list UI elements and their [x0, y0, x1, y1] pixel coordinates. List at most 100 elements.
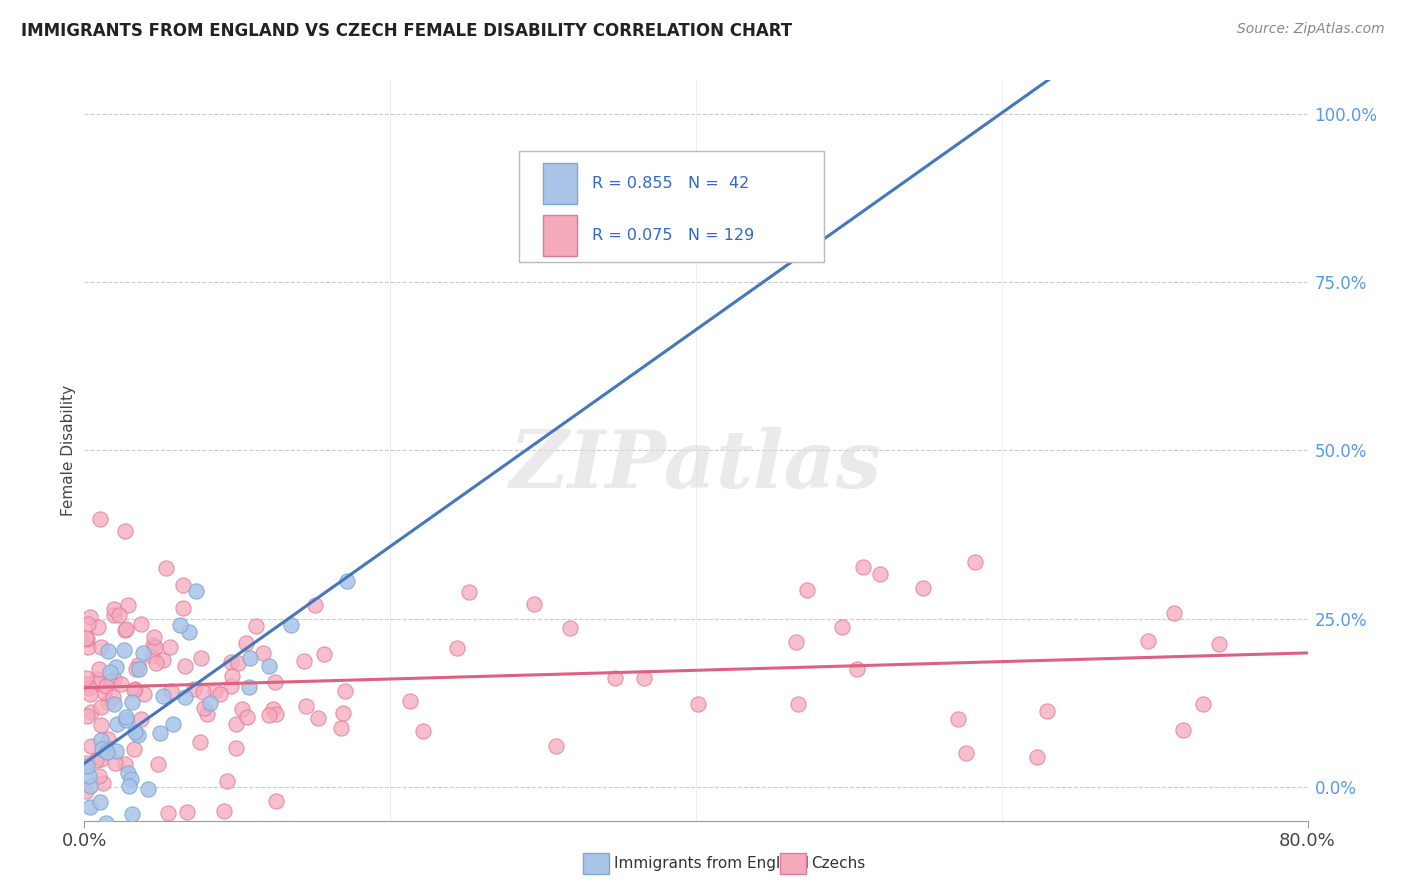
Point: [295, 698, 318, 713]
Point: [121, 695, 143, 709]
Y-axis label: Female Disability: Female Disability: [60, 384, 76, 516]
Point: [93, 685, 115, 699]
Point: [90, 717, 112, 731]
Point: [149, 726, 172, 740]
Point: [132, 646, 155, 660]
Point: [605, 671, 627, 685]
Point: [1173, 723, 1195, 737]
Point: [124, 725, 146, 739]
Point: [198, 696, 221, 710]
Point: [121, 807, 143, 822]
Point: [446, 640, 468, 655]
Point: [546, 739, 568, 753]
Point: [172, 600, 194, 615]
Point: [114, 622, 136, 636]
Point: [235, 636, 257, 650]
Point: [219, 656, 242, 670]
Point: [105, 717, 128, 731]
Point: [145, 656, 167, 670]
Text: R = 0.075   N = 129: R = 0.075 N = 129: [592, 227, 754, 243]
Point: [114, 714, 136, 728]
Point: [114, 524, 136, 538]
Point: [193, 685, 215, 699]
Point: [266, 706, 288, 721]
Point: [176, 805, 198, 820]
Point: [157, 806, 180, 821]
Point: [80, 705, 103, 719]
Point: [174, 690, 197, 705]
Point: [143, 640, 166, 655]
Point: [128, 662, 150, 676]
Point: [90, 699, 112, 714]
Point: [965, 555, 987, 569]
Point: [89, 795, 111, 809]
Point: [79, 800, 101, 814]
Point: [264, 675, 287, 690]
Point: [219, 679, 242, 693]
Point: [97, 732, 120, 747]
Text: Czechs: Czechs: [811, 856, 866, 871]
Point: [1036, 704, 1059, 718]
Point: [76, 632, 98, 646]
Point: [193, 701, 215, 715]
Point: [77, 681, 100, 695]
Point: [94, 679, 117, 693]
Point: [332, 706, 354, 720]
FancyBboxPatch shape: [519, 151, 824, 261]
Point: [104, 756, 127, 770]
FancyBboxPatch shape: [543, 215, 578, 255]
Point: [76, 640, 98, 654]
Point: [173, 659, 195, 673]
Point: [103, 672, 125, 686]
Point: [831, 620, 853, 634]
Point: [146, 756, 169, 771]
Point: [98, 665, 121, 680]
Point: [103, 608, 125, 623]
Point: [103, 690, 125, 704]
Point: [79, 610, 101, 624]
Point: [1163, 606, 1185, 620]
Point: [257, 707, 280, 722]
Point: [77, 676, 100, 690]
Point: [633, 672, 655, 686]
Point: [398, 694, 420, 708]
Point: [257, 659, 280, 673]
Point: [124, 662, 146, 676]
Point: [143, 630, 166, 644]
Point: [152, 653, 174, 667]
Point: [142, 638, 165, 652]
Point: [312, 648, 335, 662]
Point: [796, 583, 818, 598]
Point: [159, 640, 181, 654]
Point: [280, 618, 302, 632]
Point: [117, 598, 139, 612]
Point: [87, 662, 110, 676]
Point: [141, 649, 163, 664]
Point: [955, 746, 977, 760]
Point: [195, 707, 218, 722]
Point: [76, 756, 98, 770]
Point: [114, 757, 136, 772]
Point: [183, 682, 205, 697]
Point: [236, 710, 259, 724]
Point: [226, 656, 249, 670]
Point: [104, 660, 127, 674]
Point: [245, 619, 267, 633]
Point: [186, 583, 208, 598]
Point: [132, 687, 155, 701]
Point: [686, 698, 709, 712]
Point: [1137, 634, 1160, 648]
Point: [560, 621, 582, 635]
Point: [188, 734, 211, 748]
Text: Immigrants from England: Immigrants from England: [614, 856, 810, 871]
Point: [262, 702, 284, 716]
Point: [231, 701, 253, 715]
Point: [120, 772, 142, 787]
Point: [212, 805, 235, 819]
Point: [127, 658, 149, 673]
Point: [252, 646, 274, 660]
Point: [103, 602, 125, 616]
Point: [117, 766, 139, 780]
Point: [221, 669, 243, 683]
Point: [114, 624, 136, 638]
